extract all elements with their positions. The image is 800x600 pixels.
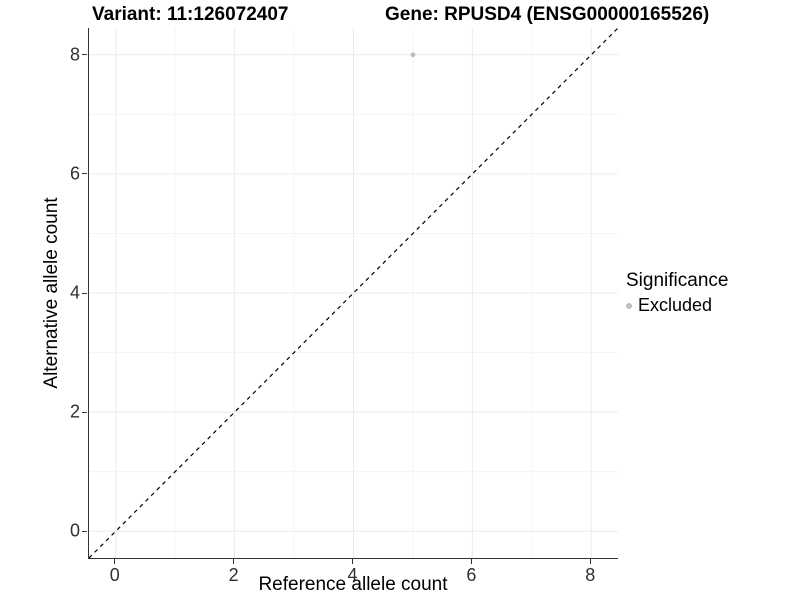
y-tick-label: 6: [69, 163, 80, 184]
plot-panel: [88, 28, 618, 559]
y-tick-mark: [82, 173, 87, 175]
x-tick-label: 2: [228, 565, 239, 585]
y-tick-mark: [82, 292, 87, 294]
y-tick-label: 4: [69, 282, 80, 303]
identity-line: [89, 28, 618, 558]
y-tick-mark: [82, 530, 87, 532]
x-tick-label: 8: [585, 565, 596, 585]
legend: Significance Excluded: [626, 270, 728, 316]
x-tick-mark: [470, 559, 472, 564]
y-tick-mark: [82, 54, 87, 56]
x-axis-title: Reference allele count: [258, 574, 448, 595]
data-point: [410, 52, 416, 58]
x-tick-label: 6: [466, 565, 477, 585]
x-tick-label: 4: [347, 565, 358, 585]
x-tick-mark: [114, 559, 116, 564]
plot-canvas: [89, 28, 618, 558]
legend-item-label: Excluded: [638, 295, 713, 315]
x-tick-mark: [352, 559, 353, 564]
x-tick-mark: [233, 559, 235, 564]
legend-item-excluded: Excluded: [626, 295, 728, 316]
x-tick-mark: [589, 559, 591, 564]
y-tick-mark: [82, 411, 87, 413]
legend-dot-icon: [626, 302, 632, 309]
gene-title: Gene: RPUSD4 (ENSG00000165526): [385, 4, 710, 25]
y-tick-label: 2: [69, 401, 80, 422]
y-tick-label: 8: [69, 44, 80, 65]
legend-title: Significance: [626, 270, 729, 291]
variant-title: Variant: 11:126072407: [92, 4, 289, 25]
y-tick-label: 0: [69, 520, 80, 541]
x-tick-label: 0: [109, 565, 120, 585]
